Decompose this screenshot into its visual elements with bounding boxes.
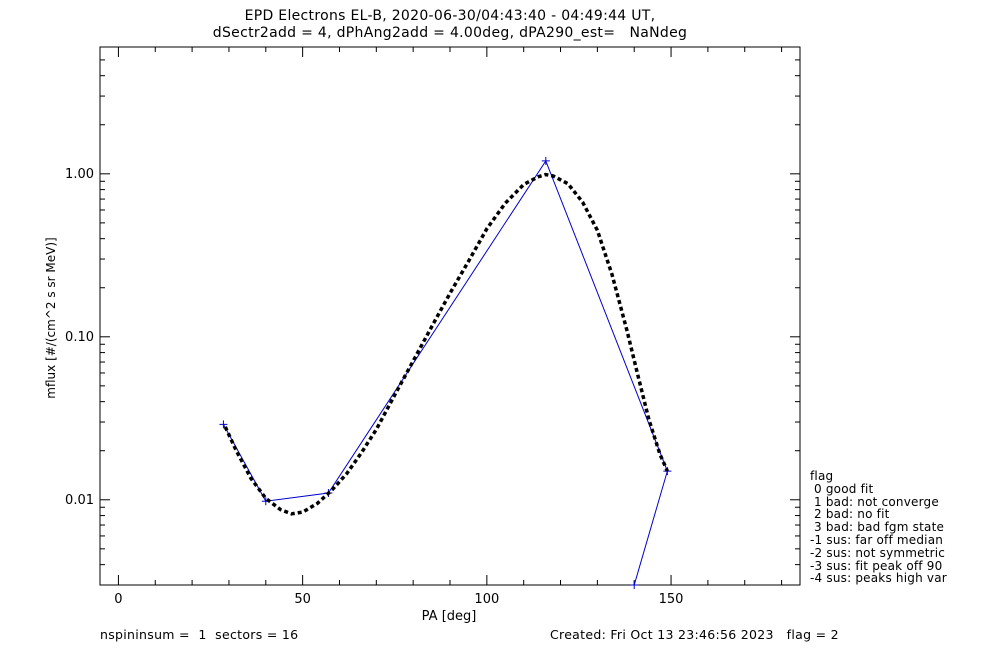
x-tick-label: 100 [474,592,499,607]
y-tick-label: 0.01 [65,493,94,508]
y-tick-label: 1.00 [65,167,94,182]
x-axis-label: PA [deg] [422,609,477,624]
y-axis-label: mflux [#/(cm^2 s sr MeV)] [44,237,58,398]
x-tick-label: 150 [659,592,684,607]
legend-item: 3 bad: bad fgm state [810,520,945,535]
x-tick-label: 0 [114,592,122,607]
legend-item: 0 good fit [810,481,874,496]
series-data-line [222,159,668,585]
plot-frame [99,46,801,586]
data-point-marker [219,420,228,429]
data-point-marker [541,156,550,165]
y-tick-label: 0.10 [65,330,94,345]
x-tick-label: 50 [294,592,311,607]
flag-legend: flag 0 good fit 1 bad: not converge 2 ba… [810,470,947,585]
legend-item: -3 sus: fit peak off 90 [810,558,943,573]
legend-item: -4 sus: peaks high var [810,571,947,586]
series-fit-curve [223,172,669,516]
chart-title-line-2: dSectr2add = 4, dPhAng2add = 4.00deg, dP… [212,25,688,41]
legend-item: -1 sus: far off median [810,532,944,547]
footer-spin-info: nspininsum = 1 sectors = 16 [100,627,299,642]
data-point-marker [630,581,639,589]
footer-created-info: Created: Fri Oct 13 23:46:56 2023 flag =… [550,627,839,642]
plot-marks [219,156,672,589]
legend-title: flag [810,469,834,483]
legend-item: 2 bad: no fit [810,507,890,522]
legend-item: -2 sus: not symmetric [810,545,946,560]
chart-title-line-1: EPD Electrons EL-B, 2020-06-30/04:43:40 … [244,8,656,24]
plot-axes: 0 50 100 150 0.01 0.10 1.00 [65,46,801,607]
legend-item: 1 bad: not converge [810,494,939,509]
